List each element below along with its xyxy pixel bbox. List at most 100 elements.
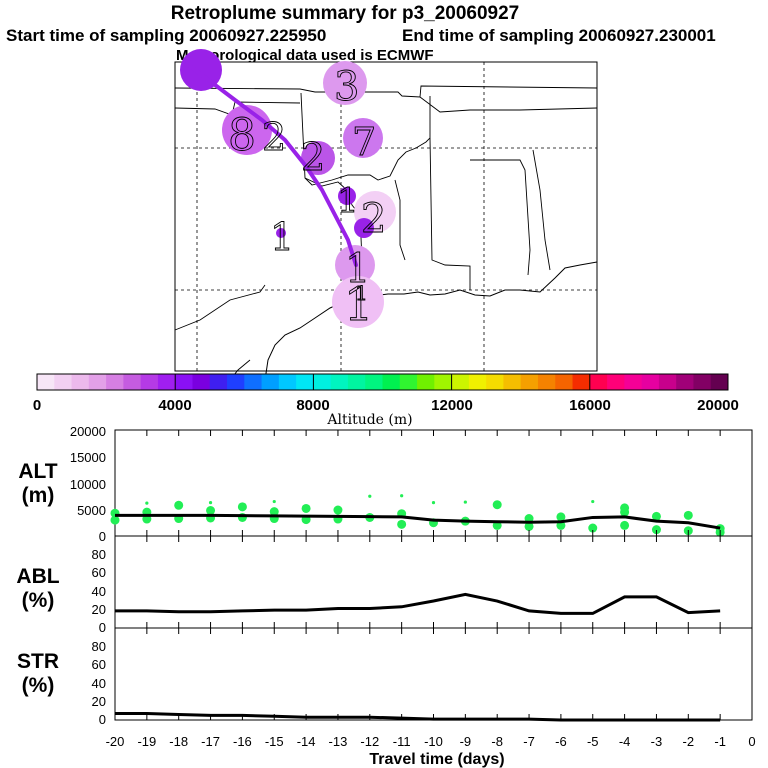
colorbar-cell <box>658 374 677 390</box>
alt-scatter-point <box>110 515 120 525</box>
plume-label-7: 7 <box>352 120 376 164</box>
alt-scatter-point <box>397 519 407 529</box>
x-axis-label: Travel time (days) <box>369 751 504 768</box>
x-tick-label: -10 <box>424 734 443 749</box>
str-unit: (%) <box>22 674 55 697</box>
plume-label-1e: 1 <box>355 281 368 305</box>
x-tick-label: -14 <box>297 734 316 749</box>
alt-label: ALT <box>18 460 57 483</box>
alt-scatter-point <box>683 510 693 520</box>
map-grid <box>175 62 597 371</box>
plume-label-2b: 2 <box>301 135 325 179</box>
plume-label-1a: 1 <box>337 181 359 221</box>
map-boundaries <box>174 60 598 331</box>
colorbar-cell <box>572 374 591 390</box>
plume-marker-2 <box>323 61 367 105</box>
alt-scatter-point <box>620 503 630 513</box>
abl-ytick-80: 80 <box>92 547 106 562</box>
alt-ytick-0: 0 <box>99 529 106 544</box>
x-tick-label: 0 <box>748 734 755 749</box>
colorbar-tick-4000: 4000 <box>158 397 191 414</box>
colorbar-cell <box>382 374 401 390</box>
colorbar-cell <box>244 374 263 390</box>
colorbar-tick-12000: 12000 <box>431 397 473 414</box>
x-tick-label: -11 <box>393 734 411 749</box>
colorbar-cell <box>486 374 504 390</box>
alt-scatter-point <box>269 507 279 517</box>
alt-scatter-point <box>524 521 534 531</box>
str-ytick-20: 20 <box>92 694 106 709</box>
plume-marker-5 <box>338 187 356 205</box>
alt-scatter-point <box>651 511 661 521</box>
x-tick-label: -15 <box>265 734 284 749</box>
alt-scatter-point <box>272 499 276 504</box>
x-tick-label: -4 <box>619 734 631 749</box>
alt-scatter-point <box>556 512 566 522</box>
x-tick-labels: -20 -19 -18 -17 -16 -15 -14 -13 -12 -11 -10 -9 -8 -7-… <box>106 734 756 749</box>
map-panel: 8 3 2 7 2 1 2 1 1 1 1 <box>174 49 598 381</box>
alt-scatter-point <box>237 502 247 512</box>
x-tick-label: -18 <box>169 734 188 749</box>
str-ytick-0: 0 <box>99 712 106 727</box>
abl-ytick-20: 20 <box>92 602 106 617</box>
colorbar-cell <box>347 374 366 390</box>
colorbar-cell <box>537 374 556 390</box>
colorbar-cell <box>37 374 55 390</box>
x-tick-label: -5 <box>587 734 599 749</box>
plume-label-2a: 2 <box>262 115 286 159</box>
end-time-text: End time of sampling 20060927.230001 <box>402 26 716 45</box>
abl-unit: (%) <box>22 589 55 612</box>
plume-trajectory <box>188 64 358 267</box>
alt-scatter-point <box>208 501 213 505</box>
colorbar-cell <box>417 374 435 390</box>
alt-scatter-point <box>145 501 149 505</box>
colorbar-tick-marks <box>36 374 591 390</box>
colorbar-cell <box>175 374 193 390</box>
alt-scatter-point <box>492 500 502 510</box>
alt-ytick-20000: 20000 <box>70 424 106 439</box>
colorbar-cell <box>365 374 383 390</box>
colorbar-cell <box>607 374 625 390</box>
x-tick-label: -13 <box>329 734 348 749</box>
colorbar-cell <box>434 374 453 390</box>
abl-ytick-0: 0 <box>99 620 106 635</box>
colorbar-cell <box>209 374 228 390</box>
plume-marker-3 <box>301 141 335 175</box>
x-tick-label: -9 <box>460 734 472 749</box>
colorbar-cell <box>157 374 176 390</box>
abl-line <box>115 592 721 615</box>
plume-label-1c: 1 <box>345 246 370 292</box>
str-ytick-40: 40 <box>92 676 106 691</box>
colorbar-cells <box>37 374 729 390</box>
colorbar-cell <box>227 374 245 390</box>
start-time-text: Start time of sampling 20060927.225950 <box>6 26 327 45</box>
alt-scatter-point <box>651 525 661 535</box>
str-ytick-60: 60 <box>92 657 106 672</box>
x-tick-label: -2 <box>683 734 695 749</box>
met-data-text: Meteorological data used is ECMWF <box>176 47 434 64</box>
colorbar-cell <box>710 374 729 390</box>
chart-title: Retroplume summary for p3_20060927 <box>170 3 520 24</box>
colorbar-cell <box>140 374 159 390</box>
alt-unit: (m) <box>22 484 55 507</box>
x-tick-label: -8 <box>491 734 503 749</box>
x-tick-label: -7 <box>523 734 535 749</box>
abl-panel: ABL (%) 80 60 40 20 0 <box>16 535 753 635</box>
str-ytick-80: 80 <box>92 639 106 654</box>
alt-scatter-point <box>333 505 343 515</box>
alt-scatter-point <box>463 500 467 504</box>
colorbar-cell <box>192 374 211 390</box>
alt-scatter-point <box>400 494 404 498</box>
colorbar-tick-8000: 8000 <box>296 397 329 414</box>
alt-scatter-point <box>431 501 436 505</box>
alt-ytick-10000: 10000 <box>70 477 106 492</box>
str-line <box>115 712 721 722</box>
colorbar-cell <box>106 374 124 390</box>
colorbar-cell <box>555 374 574 390</box>
colorbar-cell <box>54 374 73 390</box>
str-panel: STR (%) 80 60 40 20 0 <box>17 627 753 727</box>
colorbar-cell <box>296 374 314 390</box>
plume-labels: 8 3 2 7 2 1 2 1 1 1 1 <box>228 64 387 332</box>
colorbar-label: Altitude (m) <box>326 412 412 428</box>
